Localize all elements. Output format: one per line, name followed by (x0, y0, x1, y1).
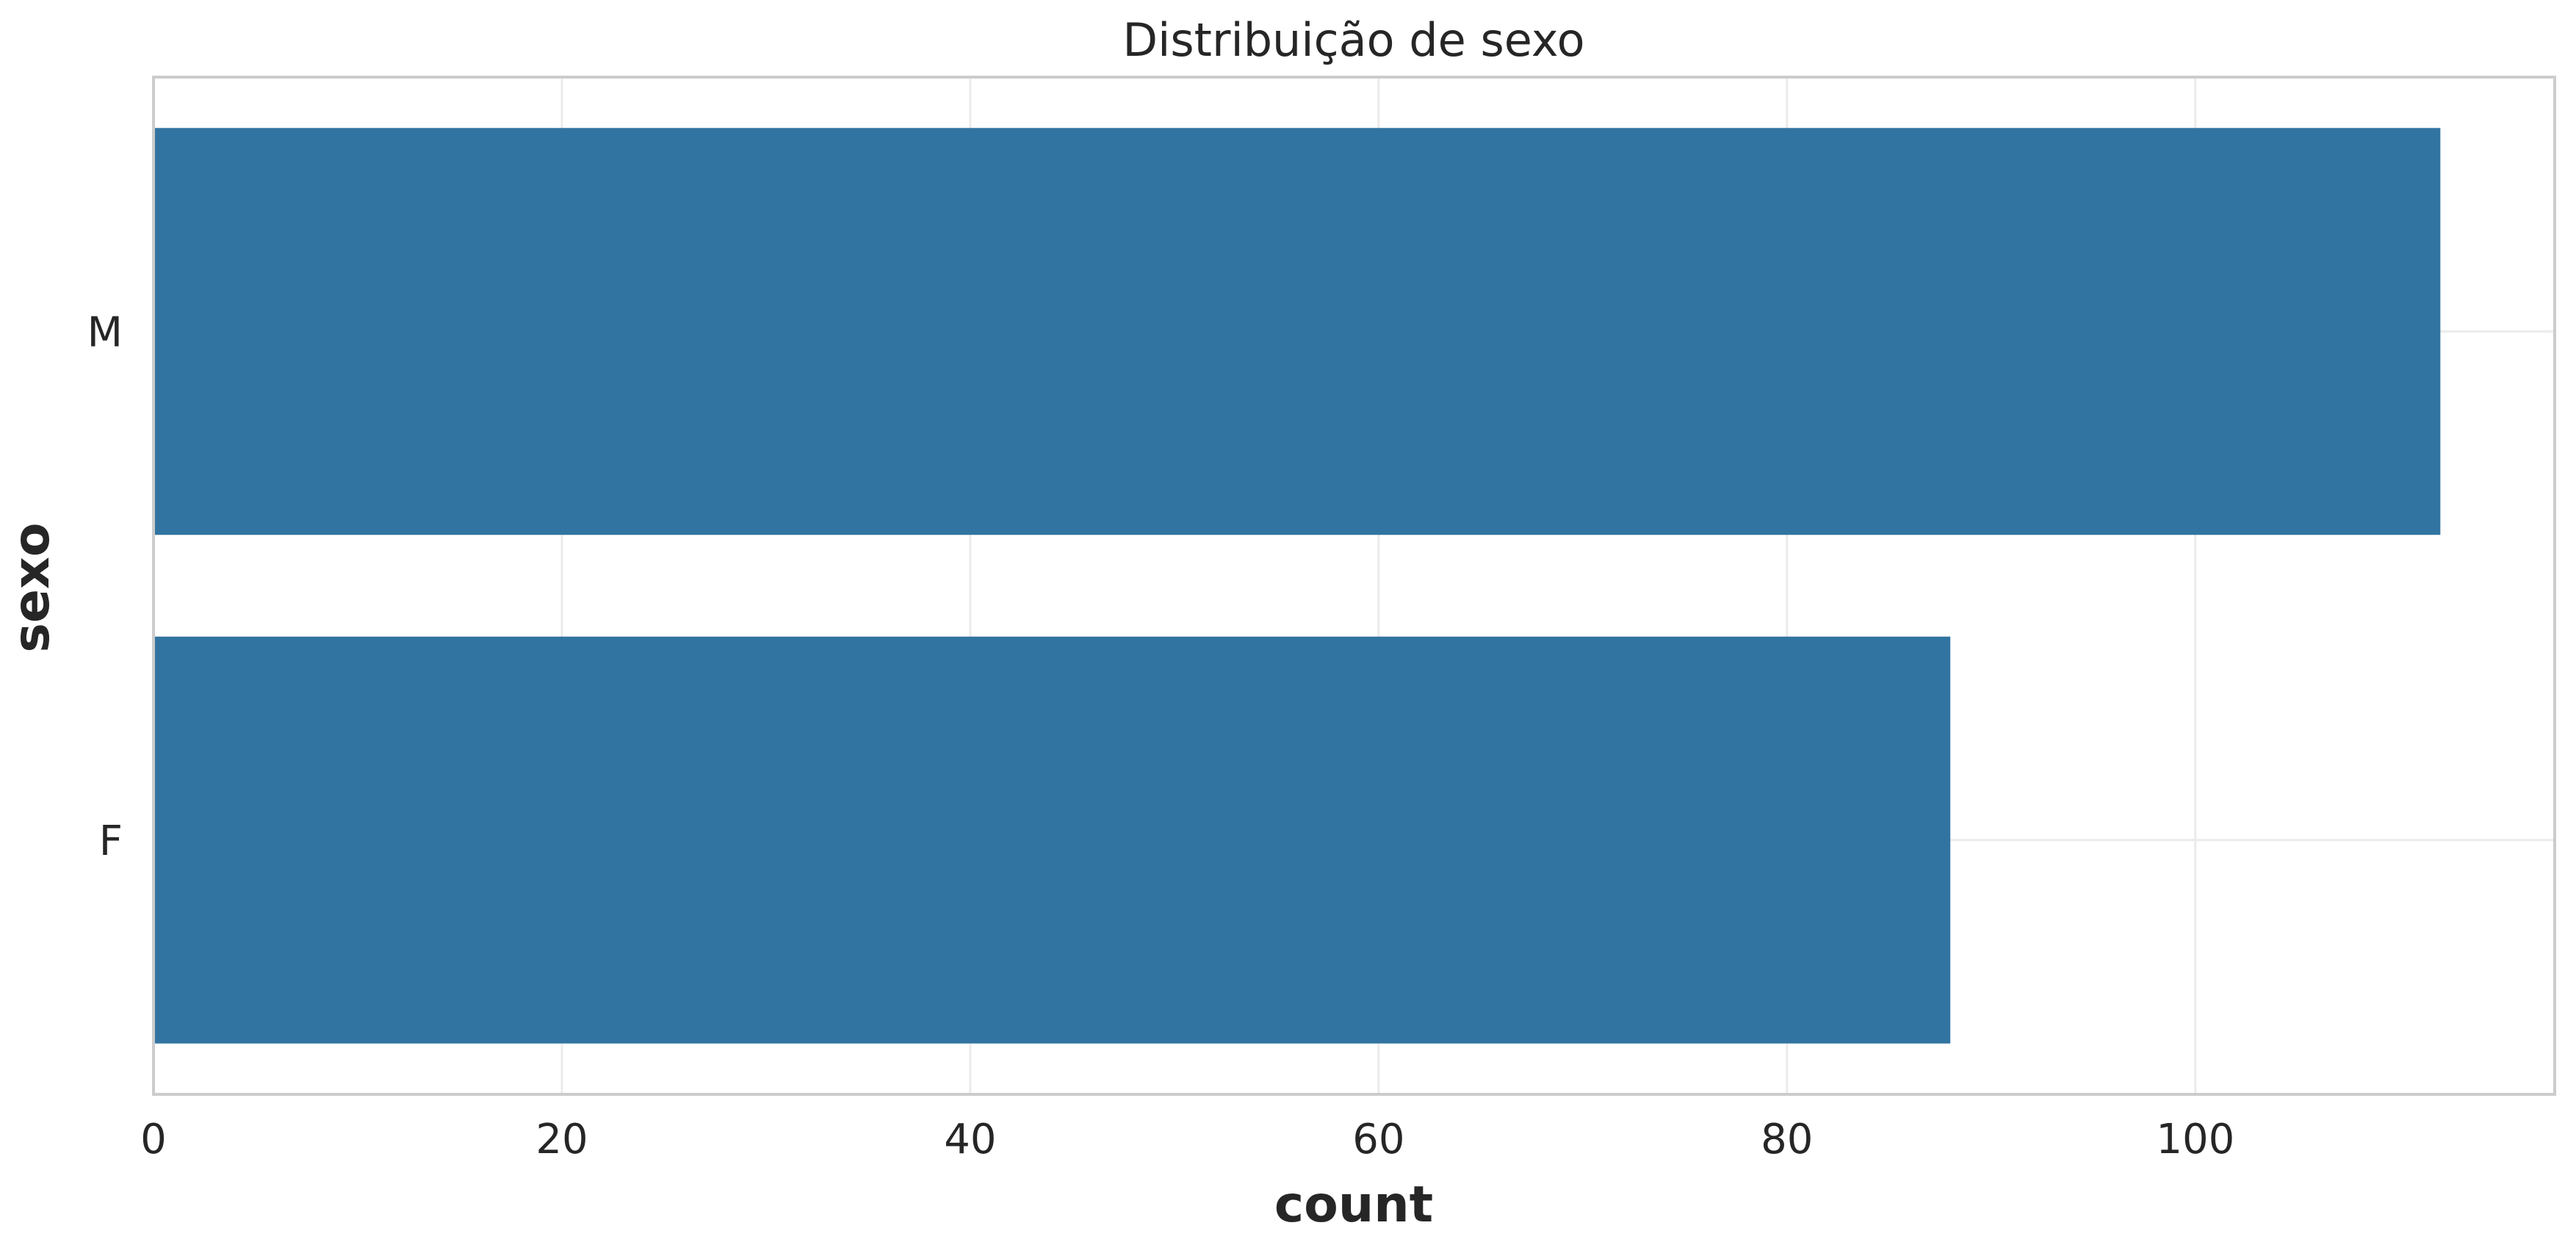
x-tick-label: 40 (944, 1116, 996, 1163)
x-tick-label: 60 (1352, 1116, 1404, 1163)
bar-f (154, 636, 1951, 1044)
x-tick-label: 20 (535, 1116, 588, 1163)
x-tick-label: 0 (140, 1116, 167, 1163)
x-tick-label: 80 (1761, 1116, 1813, 1163)
y-tick-label: M (87, 308, 123, 356)
chart-title: Distribuição de sexo (1122, 13, 1584, 67)
y-tick-labels: MF (87, 308, 123, 865)
x-tick-labels: 0 20 40 60 80 100 (140, 1116, 2234, 1163)
x-tick-label: 100 (2156, 1116, 2234, 1163)
plot-frame (152, 76, 2556, 1096)
y-axis-label: sexo (3, 522, 61, 652)
x-axis-label: count (1274, 1176, 1433, 1234)
bars (154, 128, 2441, 1044)
y-tick-label: F (99, 817, 123, 865)
bar-m (154, 128, 2441, 535)
